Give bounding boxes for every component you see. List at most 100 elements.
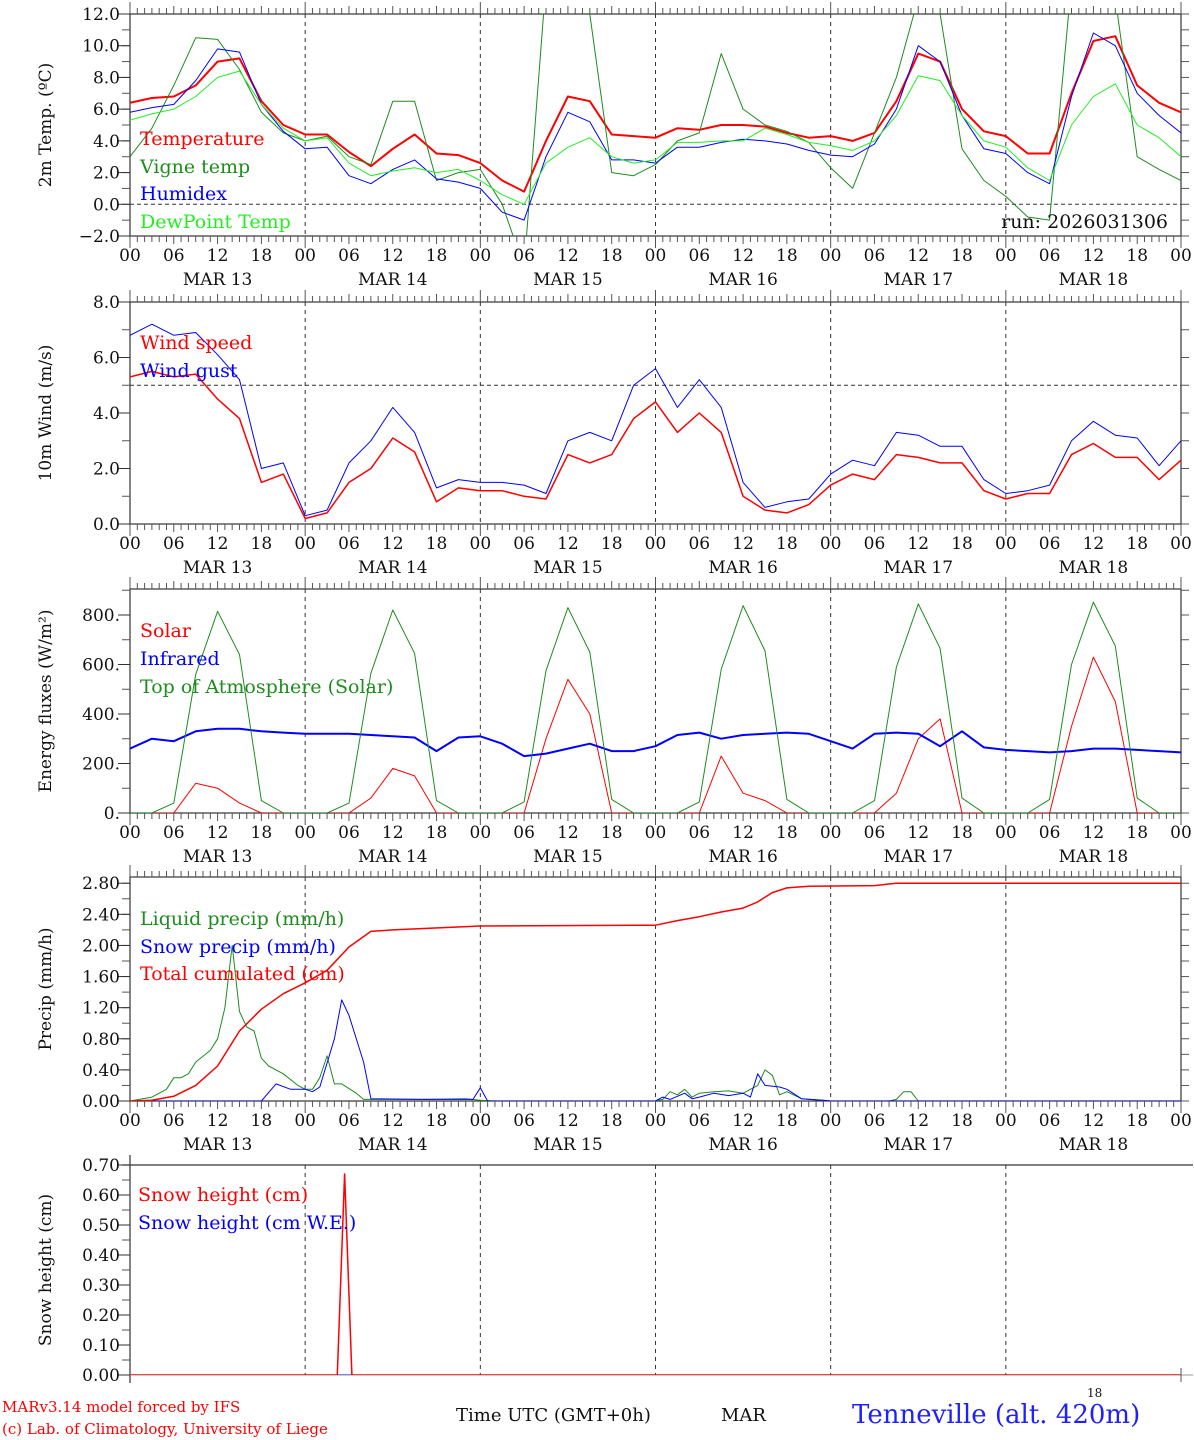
series-line-temperature <box>130 35 1181 193</box>
y-tick-label: 0.00 <box>82 1092 120 1112</box>
y-tick-label: 0.0 <box>93 195 120 215</box>
y-axis-title: Energy fluxes (W/m²) <box>36 610 56 793</box>
y-axis-title: 10m Wind (m/s) <box>36 345 56 482</box>
x-tick-label: 06 <box>1039 534 1061 554</box>
x-tick-label: 18 <box>251 823 273 843</box>
y-tick-label: 800. <box>82 606 120 626</box>
x-tick-label: 00 <box>995 534 1017 554</box>
series-group <box>130 323 1181 520</box>
x-tick-label: 18 <box>1126 823 1148 843</box>
x-tick-label: 06 <box>163 1111 185 1131</box>
x-tick-label: 18 <box>776 534 798 554</box>
station-name: Tenneville (alt. 420m) <box>852 1400 1141 1430</box>
x-tick-label: 18 <box>776 823 798 843</box>
legend-entry: Vigne temp <box>139 156 250 178</box>
y-tick-label: 0.20 <box>82 1306 120 1326</box>
legend-entry: Wind gust <box>140 360 238 382</box>
x-tick-label: 12 <box>1083 823 1105 843</box>
x-tick-label: 00 <box>645 1111 667 1131</box>
y-tick-label: 0.70 <box>82 1156 120 1176</box>
y-axis-title: Snow height (cm) <box>36 1194 56 1346</box>
copyright: (c) Lab. of Climatology, University of L… <box>2 1420 328 1438</box>
y-tick-label: 10.0 <box>82 37 120 57</box>
x-tick-label: 12 <box>907 534 929 554</box>
x-tick-label: 06 <box>163 534 185 554</box>
y-tick-label: 0.40 <box>82 1246 120 1266</box>
day-label: MAR 18 <box>1059 270 1129 290</box>
x-tick-label: 00 <box>820 246 842 266</box>
y-tick-label: 200. <box>82 754 120 774</box>
x-tick-label: 00 <box>645 246 667 266</box>
legend-entry: Humidex <box>140 183 227 205</box>
x-tick-label: 00 <box>645 534 667 554</box>
x-tick-label: 12 <box>557 534 579 554</box>
x-tick-label: 18 <box>426 1111 448 1131</box>
y-tick-label: −2.0 <box>79 227 120 247</box>
x-tick-label: 12 <box>907 246 929 266</box>
day-label: MAR 17 <box>883 1135 953 1155</box>
y-tick-label: 6.0 <box>93 349 120 369</box>
x-tick-label: 00 <box>294 823 316 843</box>
x-tick-label: 06 <box>1039 246 1061 266</box>
x-tick-label: 06 <box>163 246 185 266</box>
y-axis-title: Precip (mm/h) <box>36 927 56 1050</box>
x-tick-label: 06 <box>688 246 710 266</box>
y-axis-title: 2m Temp. (ºC) <box>36 63 56 188</box>
legend-entry: Wind speed <box>140 332 252 354</box>
x-tick-label: 06 <box>338 246 360 266</box>
x-tick-label: 12 <box>732 823 754 843</box>
x-tick-label: 12 <box>207 823 229 843</box>
x-tick-label: 00 <box>470 1111 492 1131</box>
day-label: MAR 16 <box>708 558 778 578</box>
x-tick-label: 12 <box>907 823 929 843</box>
x-tick-label: 18 <box>951 823 973 843</box>
y-tick-label: 2.0 <box>93 460 120 480</box>
x-tick-label: 00 <box>1170 1111 1192 1131</box>
x-tick-label: 00 <box>294 534 316 554</box>
x-tick-label: 06 <box>513 534 535 554</box>
x-tick-label: 06 <box>1039 1111 1061 1131</box>
panel-3: 00 06 12 18 00 06 12 18 00 06 12 18 00 06 12 18 00 06 12 18… <box>36 865 1192 1155</box>
y-tick-label: 2.40 <box>82 905 120 925</box>
x-tick-label: 18 <box>776 246 798 266</box>
day-label: MAR 16 <box>708 1135 778 1155</box>
series-line-wind-speed <box>130 370 1181 520</box>
y-tick-label: 0.00 <box>82 1366 120 1386</box>
x-tick-label: 12 <box>1083 246 1105 266</box>
x-tick-label: 12 <box>382 1111 404 1131</box>
series-group <box>130 1173 1181 1375</box>
x-tick-label: 18 <box>601 246 623 266</box>
x-tick-label: 00 <box>645 823 667 843</box>
day-label: MAR 13 <box>183 270 253 290</box>
x-tick-label: 18 <box>1126 1111 1148 1131</box>
month-label: MAR <box>721 1405 766 1426</box>
x-tick-label: 18 <box>426 246 448 266</box>
x-tick-label: 12 <box>557 246 579 266</box>
y-tick-label: 400. <box>82 705 120 725</box>
x-tick-label: 00 <box>1170 534 1192 554</box>
panel-0: 00 06 12 18 00 06 12 18 00 06 12 18 00 06 12 18 00 06 12 18… <box>36 2 1192 290</box>
day-label: MAR 17 <box>883 270 953 290</box>
x-tick-label: 06 <box>688 534 710 554</box>
legend-entry: Top of Atmosphere (Solar) <box>140 676 393 698</box>
day-label: MAR 16 <box>708 270 778 290</box>
x-tick-label: 00 <box>995 1111 1017 1131</box>
x-tick-label: 06 <box>163 823 185 843</box>
day-label: MAR 15 <box>533 270 603 290</box>
x-tick-label: 00 <box>995 823 1017 843</box>
series-line-snow-height-cm- <box>130 1173 1181 1375</box>
y-tick-label: 2.00 <box>82 936 120 956</box>
x-tick-label: 18 <box>251 1111 273 1131</box>
x-tick-label: 06 <box>1039 823 1061 843</box>
x-tick-label: 12 <box>732 1111 754 1131</box>
day-label: MAR 14 <box>358 558 428 578</box>
x-axis-title: Time UTC (GMT+0h) <box>456 1405 651 1426</box>
x-tick-label: 06 <box>338 823 360 843</box>
x-tick-label: 12 <box>382 246 404 266</box>
x-tick-label: 12 <box>1083 534 1105 554</box>
legend-entry: Liquid precip (mm/h) <box>140 908 344 930</box>
y-tick-label: 4.0 <box>93 404 120 424</box>
series-group <box>130 14 1181 236</box>
legend-entry: DewPoint Temp <box>140 211 291 233</box>
